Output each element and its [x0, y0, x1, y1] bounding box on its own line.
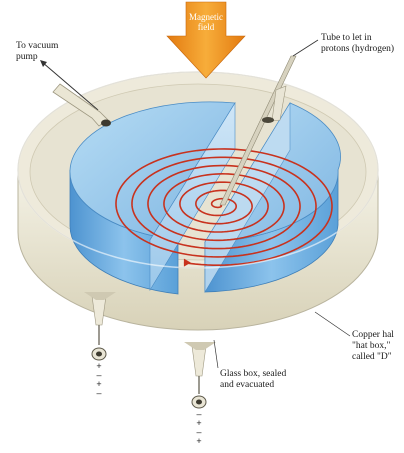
- glass-rim: [17, 71, 379, 269]
- copper-dee-leader: [314, 311, 351, 337]
- vacuum-pump-tube: [40, 60, 111, 127]
- spiral-arrowhead: [183, 258, 191, 267]
- vacuum-pump-label: To vacuum pump: [16, 41, 59, 62]
- left-terminal-signs: + – + –: [96, 361, 102, 398]
- copper-dee-label: Copper hal "hat box," called "D": [352, 330, 394, 362]
- tube-label: Tube to let in protons (hydrogen): [321, 33, 395, 54]
- vacuum-pointer-arrow: [41, 61, 99, 111]
- hydrogen-inlet-tube: [219, 39, 319, 206]
- glass-box-label: Glass box, sealed and evacuated: [220, 369, 287, 390]
- proton-spiral-path: [115, 148, 333, 267]
- electrode-right: [184, 342, 216, 409]
- magnetic-field-arrow: [166, 1, 246, 79]
- right-terminal-signs: – + – +: [196, 409, 202, 446]
- electrode-left: [84, 292, 116, 361]
- magnetic-field-label: Magnetic field: [189, 12, 223, 32]
- glass-box-leader: [213, 339, 219, 369]
- spiral-line: [115, 148, 333, 266]
